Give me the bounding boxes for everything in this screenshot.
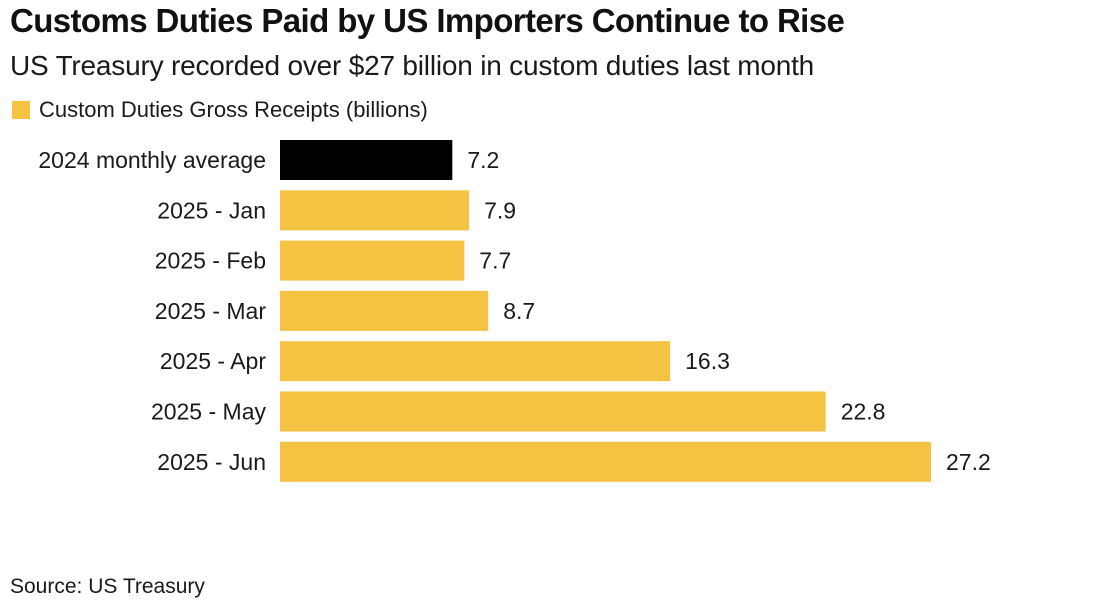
bar bbox=[280, 190, 470, 231]
bar bbox=[280, 391, 826, 432]
value-label: 16.3 bbox=[685, 348, 730, 374]
category-label: 2025 - Apr bbox=[160, 348, 266, 374]
value-label: 27.2 bbox=[946, 449, 991, 475]
source-note: Source: US Treasury bbox=[10, 575, 205, 598]
bar bbox=[280, 240, 465, 281]
value-label: 7.9 bbox=[484, 197, 516, 223]
value-label: 7.2 bbox=[467, 147, 499, 173]
value-label: 22.8 bbox=[841, 399, 886, 425]
legend-label: Custom Duties Gross Receipts (billions) bbox=[39, 97, 428, 122]
chart-title: Customs Duties Paid by US Importers Cont… bbox=[10, 2, 845, 39]
chart-subtitle: US Treasury recorded over $27 billion in… bbox=[10, 50, 815, 81]
value-label: 7.7 bbox=[479, 248, 511, 274]
category-label: 2025 - Mar bbox=[155, 298, 267, 324]
bar bbox=[280, 341, 671, 382]
category-label: 2025 - May bbox=[151, 399, 267, 425]
category-label: 2025 - Feb bbox=[155, 248, 266, 274]
bar bbox=[280, 441, 931, 482]
category-label: 2025 - Jun bbox=[157, 449, 266, 475]
bar bbox=[280, 290, 489, 331]
legend-swatch bbox=[12, 101, 30, 119]
legend: Custom Duties Gross Receipts (billions) bbox=[12, 97, 428, 123]
category-label: 2024 monthly average bbox=[38, 147, 266, 173]
value-label: 8.7 bbox=[503, 298, 535, 324]
bar bbox=[280, 140, 453, 180]
category-label: 2025 - Jan bbox=[157, 197, 266, 223]
